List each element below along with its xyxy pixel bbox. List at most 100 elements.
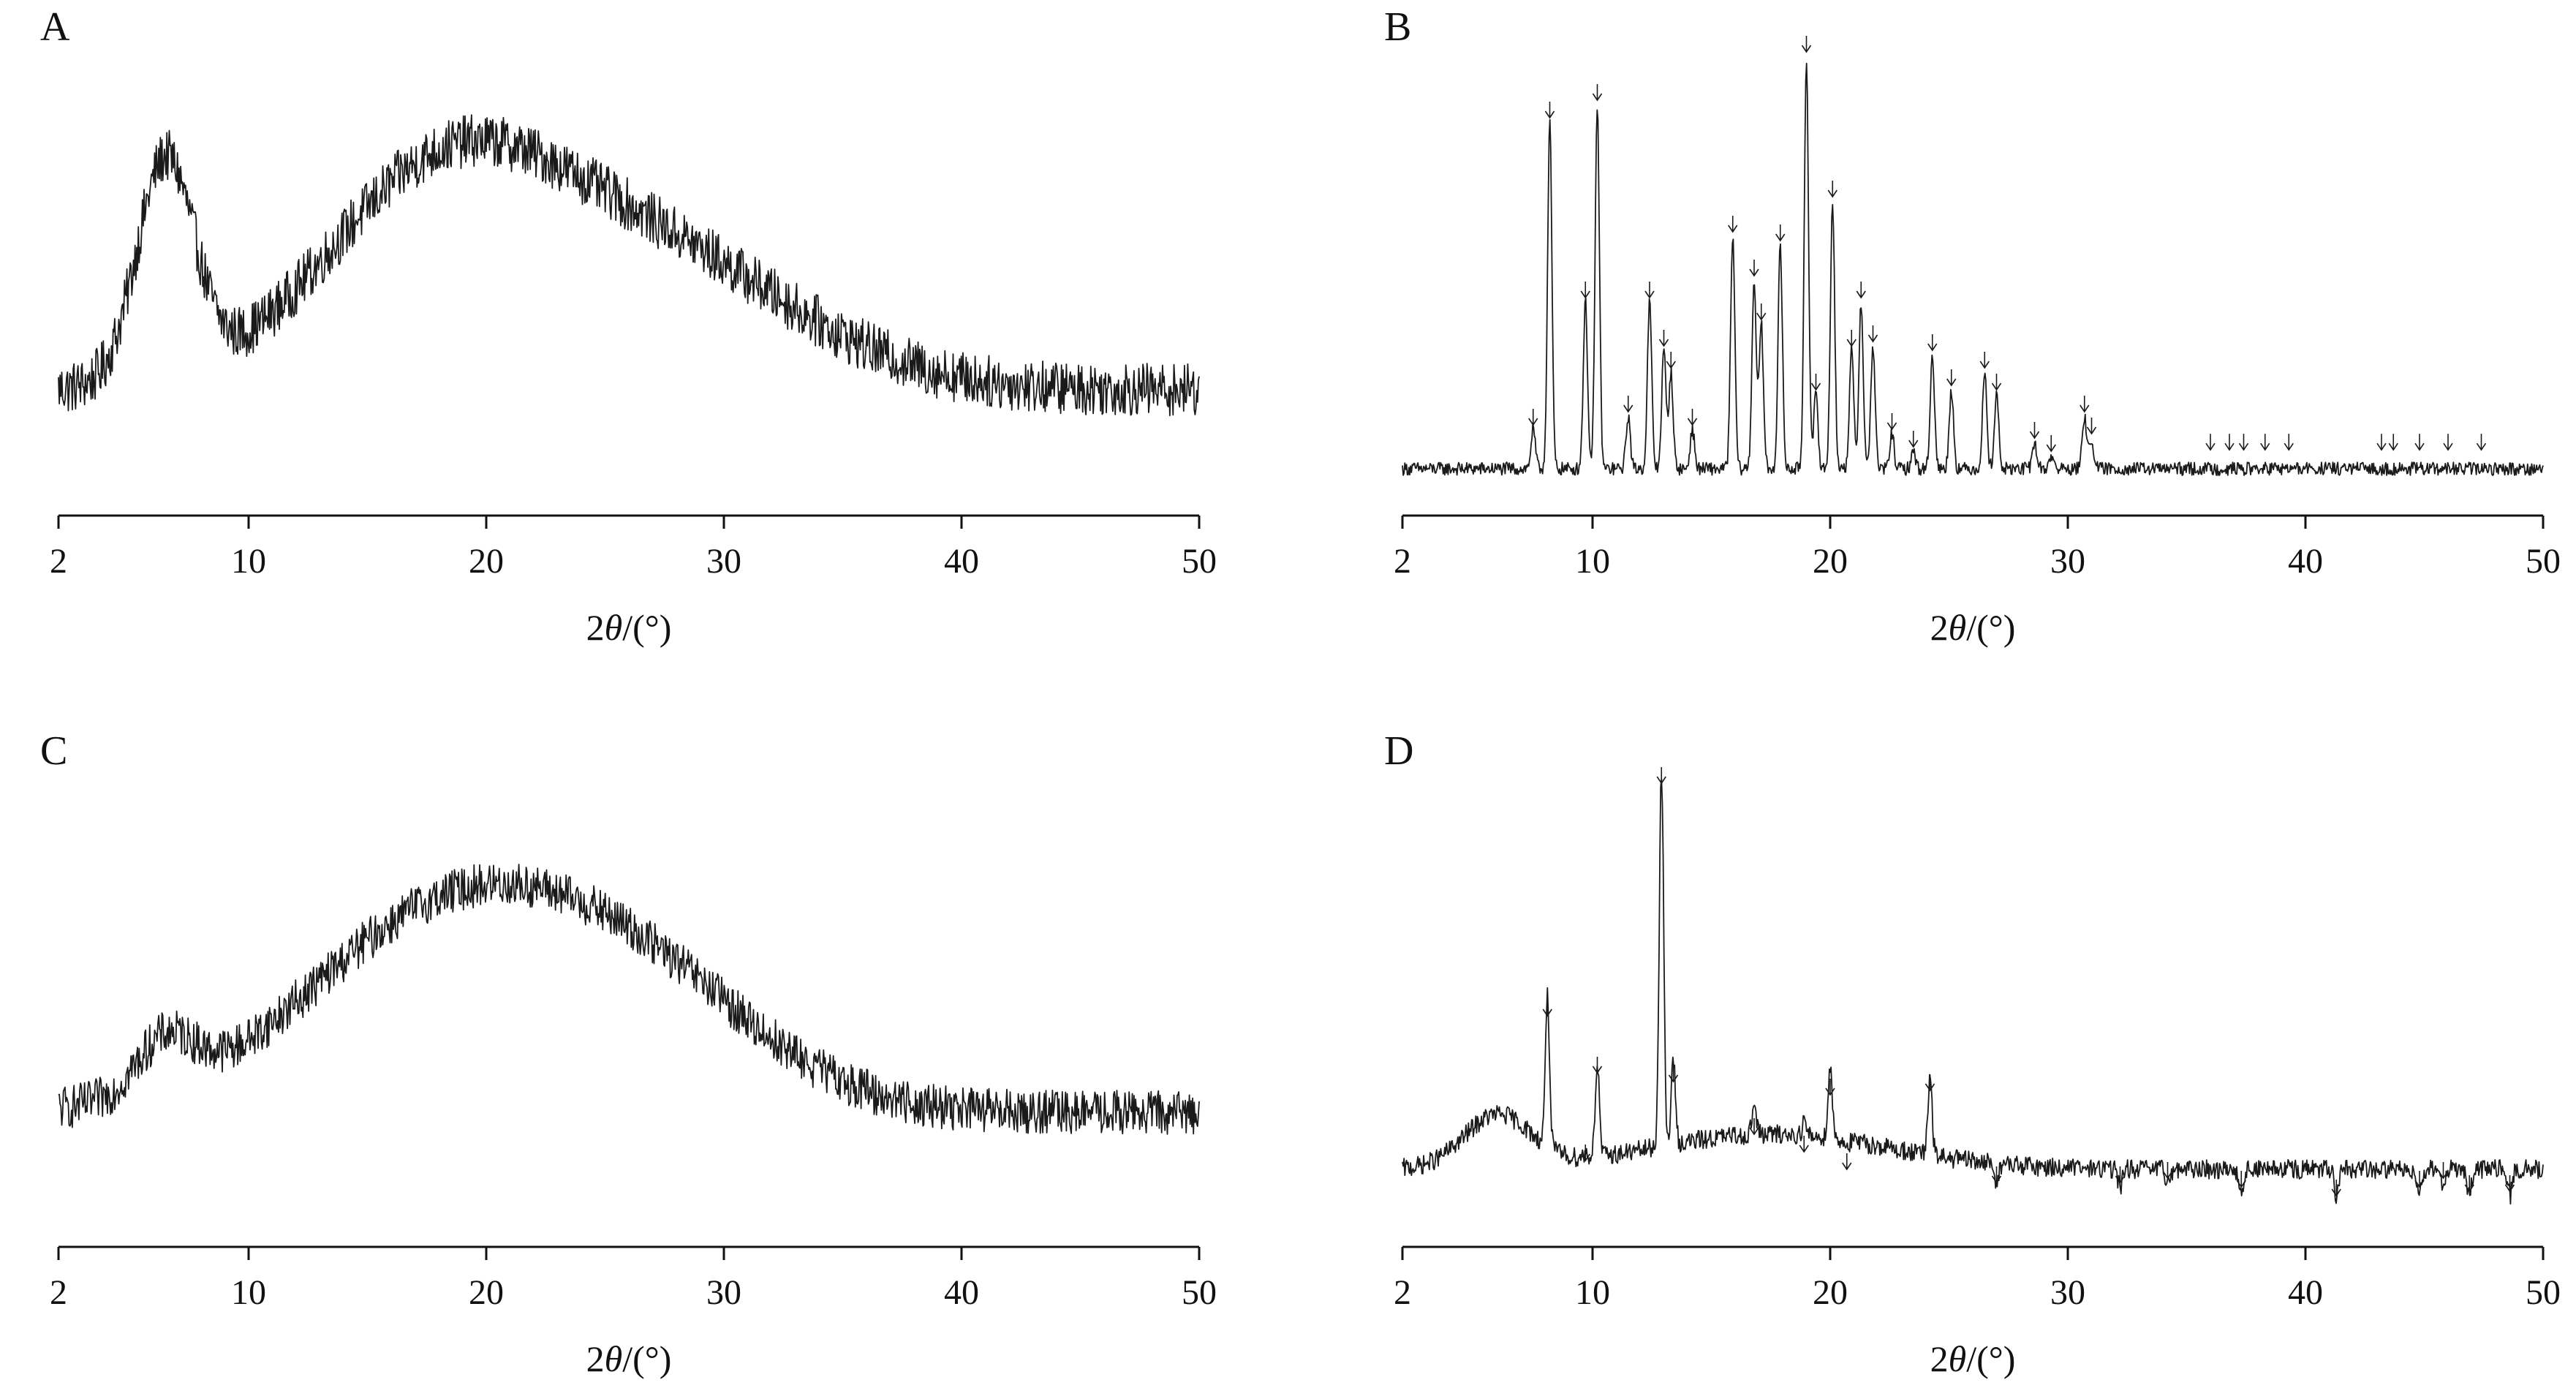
panel-b-peak-marker-21.8 — [1867, 325, 1878, 343]
axis-label-part-2: 2 — [1930, 1338, 1949, 1379]
panel-b-peak-marker-39.3 — [2284, 434, 2294, 451]
panel-b-peak-marker-43.7 — [2388, 434, 2398, 451]
panel-c-x-tick-label-30: 30 — [706, 1273, 741, 1312]
panel-d-peak-marker-45.8 — [2438, 1162, 2449, 1180]
panel-a-x-tick-label-30: 30 — [706, 542, 741, 581]
panel-d-peak-marker-18.9 — [1799, 1136, 1809, 1153]
panel-d-peak-marker-34.2 — [2162, 1162, 2173, 1180]
panel-d-x-tick-label-50: 50 — [2526, 1273, 2561, 1312]
axis-label-part-2: 2 — [586, 1338, 605, 1379]
panel-b-peak-marker-17.9 — [1775, 225, 1786, 242]
panel-a: A 2 10 20 30 40 50 2θ/(°) — [40, 4, 1217, 648]
panel-d-peak-marker-46.9 — [2464, 1175, 2474, 1193]
panel-a-letter: A — [40, 4, 70, 50]
panel-b-peak-marker-17.1 — [1756, 303, 1767, 321]
panel-a-x-tick-label-20: 20 — [469, 542, 504, 581]
panel-c: C 2 10 20 30 40 50 2θ/(°) — [40, 728, 1217, 1379]
panel-b-peak-marker-7.5 — [1528, 409, 1538, 426]
panel-d-peak-marker-37.3 — [2236, 1171, 2246, 1188]
panel-d-peak-marker-13.4 — [1668, 1066, 1679, 1083]
panel-b-letter: B — [1384, 4, 1411, 50]
panel-b-x-tick-label-20: 20 — [1813, 542, 1848, 581]
panel-b-peak-marker-28.6 — [2029, 422, 2040, 440]
panel-b-peak-marker-30.7 — [2080, 396, 2090, 413]
panel-d-x-tick-label-2: 2 — [1394, 1273, 1411, 1312]
panel-b-peak-marker-23.5 — [1908, 431, 1919, 448]
panel-d-peak-marker-8.1 — [1542, 1000, 1552, 1017]
panel-a-x-tick-label-10: 10 — [231, 542, 266, 581]
panel-b-peak-marker-13 — [1658, 330, 1669, 347]
panel-d-x-tick-label-20: 20 — [1813, 1273, 1848, 1312]
panel-b-peak-marker-20.9 — [1846, 330, 1857, 347]
panel-c-x-tick-label-40: 40 — [944, 1273, 979, 1312]
panel-b-peak-marker-11.5 — [1623, 396, 1633, 413]
panel-b-peak-marker-29.3 — [2046, 435, 2056, 453]
panel-c-letter: C — [40, 728, 67, 774]
panel-d-xrd-trace — [1402, 778, 2544, 1205]
axis-label-part-2: 2 — [1930, 607, 1949, 648]
panel-d-x-tick-label-30: 30 — [2050, 1273, 2085, 1312]
panel-b-x-tick-label-40: 40 — [2288, 542, 2323, 581]
axis-label-part-2: 2 — [586, 607, 605, 648]
axis-label-part-unit: /(°) — [1966, 607, 2015, 648]
axis-label-part-theta: θ — [1949, 607, 1967, 648]
panel-b-peak-marker-10.2 — [1592, 84, 1603, 102]
panel-c-x-tick-label-50: 50 — [1182, 1273, 1217, 1312]
panel-b-peak-marker-46 — [2443, 434, 2453, 451]
panel-c-x-axis-label: 2θ/(°) — [586, 1338, 672, 1379]
panel-b-peak-marker-43.2 — [2376, 434, 2387, 451]
panel-b-peak-marker-38.3 — [2260, 434, 2270, 451]
panel-b-peak-marker-13.3 — [1666, 352, 1676, 369]
panel-d-peak-marker-9.7 — [1580, 1145, 1590, 1162]
panel-b-peak-marker-21.3 — [1856, 282, 1866, 299]
panel-a-x-tick-label-2: 2 — [50, 542, 67, 581]
panel-d-x-tick-label-40: 40 — [2288, 1273, 2323, 1312]
panel-a-x-axis-label: 2θ/(°) — [586, 607, 672, 648]
panel-b-peak-marker-24.3 — [1927, 334, 1938, 352]
panel-d-peak-marker-20 — [1825, 1079, 1835, 1096]
panel-b-peak-marker-9.7 — [1580, 282, 1590, 299]
axis-label-part-theta: θ — [605, 607, 623, 648]
panel-b-x-tick-label-2: 2 — [1394, 542, 1411, 581]
panel-b-peak-marker-27 — [1991, 374, 2002, 391]
panel-d-peak-marker-12.9 — [1656, 767, 1666, 785]
panel-b-peak-marker-14.2 — [1687, 409, 1698, 426]
panel-d-peak-marker-16.8 — [1749, 1118, 1759, 1136]
panel-b-x-tick-label-30: 30 — [2050, 542, 2085, 581]
panel-b-peak-marker-8.2 — [1544, 102, 1555, 119]
axis-label-part-unit: /(°) — [1966, 1338, 2015, 1379]
panel-b-peak-marker-36.8 — [2224, 434, 2235, 451]
panel-d-peak-marker-41.3 — [2331, 1180, 2341, 1197]
panel-d-peak-marker-24.2 — [1925, 1074, 1935, 1092]
panel-b-peak-marker-44.8 — [2414, 434, 2425, 451]
axis-label-part-theta: θ — [605, 1338, 623, 1379]
panel-a-x-tick-label-40: 40 — [944, 542, 979, 581]
panel-b-xrd-trace — [1402, 62, 2544, 476]
panel-b: B 2 10 20 30 40 50 2θ/(°) — [1384, 4, 2561, 648]
panel-b-peak-marker-20.1 — [1827, 181, 1837, 198]
panel-b-peak-marker-12.4 — [1644, 282, 1655, 299]
panel-c-x-tick-label-10: 10 — [231, 1273, 266, 1312]
panel-b-peak-marker-37.4 — [2238, 434, 2249, 451]
panel-b-peak-marker-25.1 — [1946, 369, 1957, 387]
panel-d-peak-marker-44.8 — [2414, 1171, 2425, 1188]
panel-d-peak-marker-20.7 — [1842, 1153, 1852, 1171]
panel-b-peak-marker-22.6 — [1886, 413, 1897, 431]
axis-label-part-theta: θ — [1949, 1338, 1967, 1379]
panel-b-peak-marker-19 — [1801, 36, 1812, 53]
panel-d-peak-marker-48.6 — [2504, 1175, 2515, 1193]
panel-a-xrd-trace — [58, 114, 1200, 417]
panel-b-peak-marker-47.4 — [2476, 434, 2487, 451]
axis-label-part-unit: /(°) — [622, 607, 671, 648]
panel-a-x-tick-label-50: 50 — [1182, 542, 1217, 581]
panel-c-xrd-trace — [58, 864, 1200, 1135]
panel-d: D 2 10 20 30 40 50 2θ/(°) — [1384, 728, 2561, 1379]
panel-b-x-tick-label-50: 50 — [2526, 542, 2561, 581]
panel-b-peak-marker-15.9 — [1728, 216, 1738, 233]
panel-b-peak-marker-26.5 — [1979, 352, 1990, 369]
panel-d-x-tick-label-10: 10 — [1575, 1273, 1610, 1312]
panel-c-x-tick-label-2: 2 — [50, 1273, 67, 1312]
panel-d-x-axis-label: 2θ/(°) — [1930, 1338, 2016, 1379]
panel-d-letter: D — [1384, 728, 1413, 774]
axis-label-part-unit: /(°) — [622, 1338, 671, 1379]
